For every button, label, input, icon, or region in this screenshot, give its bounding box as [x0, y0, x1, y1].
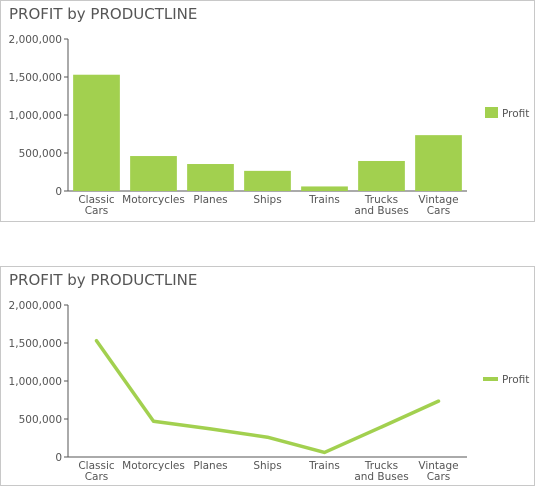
x-tick-label: Trains — [308, 194, 340, 206]
data-point — [437, 399, 440, 403]
y-tick-label: 500,000 — [19, 414, 62, 426]
x-tick-label: Planes — [193, 194, 227, 206]
data-point — [266, 435, 269, 439]
bar — [244, 170, 291, 191]
x-tick-label: Trains — [308, 460, 340, 472]
y-tick-label: 0 — [55, 452, 62, 464]
data-point — [380, 425, 383, 429]
y-tick-label: 500,000 — [19, 148, 62, 160]
y-tick-label: 1,000,000 — [9, 110, 62, 122]
data-point — [152, 419, 155, 423]
y-tick-label: 1,000,000 — [9, 376, 62, 388]
bar — [130, 156, 177, 191]
y-tick-label: 2,000,000 — [9, 300, 62, 312]
bar — [358, 160, 405, 191]
bar — [73, 74, 120, 191]
x-tick-label: Vintage Cars — [418, 460, 458, 483]
x-tick-label: Classic Cars — [78, 460, 115, 483]
data-point — [323, 450, 326, 454]
x-tick-label: Trucks and Buses — [354, 460, 408, 483]
bar — [415, 135, 462, 191]
y-tick-label: 1,500,000 — [9, 338, 62, 350]
legend-swatch — [485, 107, 498, 118]
bar-chart: 0 500,000 1,000,000 1,500,000 2,000,000 Class… — [9, 34, 530, 217]
x-tick-label: Trucks and Buses — [354, 194, 408, 217]
x-tick-label: Classic Cars — [78, 194, 115, 217]
x-tick-label: Motorcycles — [122, 194, 185, 206]
line-chart-panel: PROFIT by PRODUCTLINE 0 500,000 1,000,000 1… — [0, 266, 535, 486]
x-tick-label: Vintage Cars — [418, 194, 458, 217]
chart-title: PROFIT by PRODUCTLINE — [9, 271, 198, 289]
data-point — [209, 427, 212, 431]
x-tick-label: Ships — [253, 460, 281, 472]
line-chart: 0 500,000 1,000,000 1,500,000 2,000,000 Class… — [9, 300, 530, 483]
legend-label: Profit — [502, 374, 529, 386]
bar — [301, 186, 348, 191]
x-tick-label: Planes — [193, 460, 227, 472]
bar-chart-panel: PROFIT by PRODUCTLINE 0 500,000 1,000,000 1… — [0, 0, 535, 222]
y-tick-label: 2,000,000 — [9, 34, 62, 46]
legend-label: Profit — [502, 108, 529, 120]
x-tick-label: Ships — [253, 194, 281, 206]
bar — [187, 164, 234, 191]
y-tick-label: 0 — [55, 186, 62, 198]
data-point — [95, 339, 98, 343]
x-tick-label: Motorcycles — [122, 460, 185, 472]
y-tick-label: 1,500,000 — [9, 72, 62, 84]
series-line — [94, 338, 441, 455]
chart-title: PROFIT by PRODUCTLINE — [9, 5, 198, 23]
